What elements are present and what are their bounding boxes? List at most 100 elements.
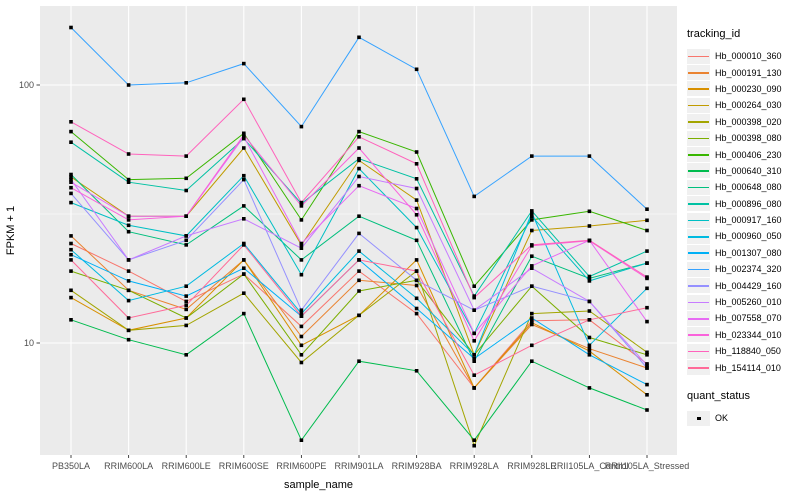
data-point: [184, 154, 188, 158]
legend-point-icon: [697, 416, 701, 421]
data-point: [587, 353, 592, 357]
data-point: [69, 175, 73, 179]
data-point: [242, 97, 246, 102]
legend-item-label: Hb_023344_010: [715, 329, 782, 340]
legend-item-label: Hb_000191_130: [715, 67, 782, 78]
data-point: [357, 35, 361, 40]
data-point: [126, 269, 131, 273]
data-point: [69, 129, 73, 134]
data-point: [645, 218, 649, 223]
legend-key-swatch: [687, 278, 710, 294]
data-point: [357, 258, 361, 262]
legend-item-label: Hb_000398_080: [715, 133, 782, 144]
data-point: [126, 298, 131, 303]
data-point: [587, 349, 592, 353]
data-point: [645, 305, 649, 310]
legend-key-swatch: [687, 343, 710, 359]
legend-key-swatch: [687, 114, 710, 130]
data-point: [414, 150, 419, 154]
data-point: [126, 288, 131, 293]
x-axis-title: sample_name: [284, 479, 353, 491]
legend-item-label: Hb_000648_080: [715, 182, 782, 193]
legend-item-label: Hb_000264_030: [715, 100, 782, 111]
data-point: [69, 200, 73, 205]
data-point: [414, 225, 419, 230]
data-point: [242, 217, 246, 221]
data-point: [414, 269, 419, 273]
legend-key-swatch: [687, 48, 710, 64]
legend-line-icon: [688, 88, 709, 91]
data-point: [242, 133, 246, 137]
data-point: [126, 218, 131, 222]
legend-key-swatch: [687, 81, 710, 97]
legend-item: Hb_023344_010: [687, 327, 799, 343]
data-point: [530, 359, 534, 363]
data-point: [299, 324, 304, 329]
data-point: [357, 146, 361, 150]
legend-key-swatch: [687, 327, 710, 343]
legend-key-swatch: [687, 130, 710, 146]
data-point: [299, 272, 304, 277]
legend-item-label: Hb_002374_320: [715, 264, 782, 275]
data-point: [587, 224, 592, 228]
data-point: [184, 299, 188, 304]
legend-item-label: Hb_000398_020: [715, 116, 782, 127]
x-tick-label: RRIM600SE: [219, 461, 269, 471]
data-point: [242, 258, 246, 262]
data-point: [645, 408, 649, 412]
data-point: [299, 314, 304, 318]
data-point: [299, 246, 304, 250]
data-point: [645, 261, 649, 265]
data-point: [414, 278, 419, 283]
legend-item: Hb_000264_030: [687, 97, 799, 113]
legend-key-swatch: [687, 97, 710, 113]
data-point: [242, 204, 246, 208]
legend-item: Hb_004429_160: [687, 277, 799, 294]
legend-color-items: Hb_000010_360 Hb_000191_130 Hb_000230_090 H…: [687, 48, 799, 376]
legend-key-swatch: [687, 65, 710, 81]
data-point: [357, 129, 361, 134]
data-point: [69, 241, 73, 246]
legend-item: Hb_000406_230: [687, 146, 799, 163]
legend-item-label: Hb_004429_160: [715, 280, 782, 291]
data-point: [242, 311, 246, 316]
data-point: [69, 288, 73, 293]
legend-item-label: Hb_005260_010: [715, 297, 782, 308]
legend-item-label: Hb_000230_090: [715, 83, 782, 94]
legend-item: Hb_007558_070: [687, 310, 799, 326]
data-point: [184, 353, 188, 357]
data-point: [69, 177, 73, 182]
data-point: [530, 210, 534, 215]
data-point: [184, 234, 188, 238]
data-point: [357, 359, 361, 363]
data-point: [69, 269, 73, 273]
data-point: [530, 320, 534, 325]
data-point: [587, 343, 592, 348]
data-point: [530, 264, 534, 268]
data-point: [299, 334, 304, 339]
legend-item: Hb_000191_130: [687, 64, 799, 81]
data-point: [414, 283, 419, 288]
legend-item: Hb_001307_080: [687, 245, 799, 261]
legend-item-label: Hb_001307_080: [715, 247, 782, 258]
data-point: [184, 243, 188, 247]
legend-item-label: Hb_154114_010: [715, 362, 781, 373]
x-tick-label: RRIM600PE: [276, 461, 326, 471]
data-point: [530, 322, 534, 327]
data-point: [530, 228, 534, 233]
data-point: [126, 337, 131, 342]
data-point: [242, 173, 246, 178]
data-point: [299, 308, 304, 312]
data-point: [587, 346, 592, 351]
data-point: [126, 328, 131, 333]
data-point: [69, 25, 73, 30]
data-point: [357, 156, 361, 161]
data-point: [242, 291, 246, 295]
data-point: [299, 200, 304, 205]
data-point: [357, 249, 361, 253]
legend-line-icon: [688, 121, 709, 123]
data-point: [69, 191, 73, 196]
data-point: [530, 243, 534, 247]
